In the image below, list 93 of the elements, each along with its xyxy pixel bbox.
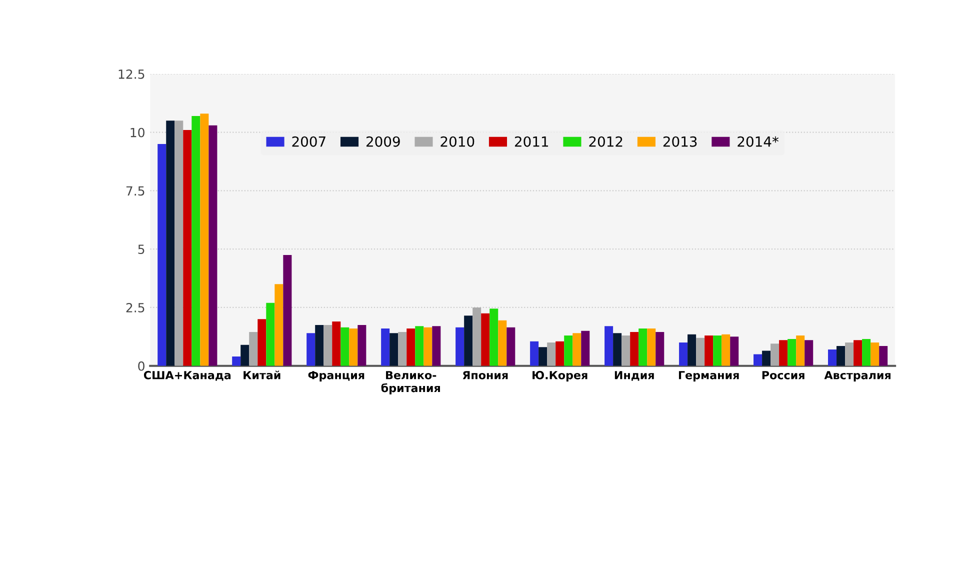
bar — [779, 340, 788, 366]
bar — [240, 344, 250, 366]
legend-label: 2007 — [292, 136, 326, 147]
bar — [722, 334, 730, 366]
x-tick-label: Германия — [678, 371, 739, 382]
bar — [266, 302, 275, 366]
bar — [432, 326, 441, 366]
bar — [622, 336, 630, 366]
bar — [274, 284, 284, 366]
y-tick-label: 2.5 — [126, 302, 144, 312]
bar — [656, 332, 664, 366]
x-tick-label: Ю.Корея — [532, 370, 588, 382]
legend-label: 2009 — [366, 136, 400, 147]
bar — [456, 327, 464, 366]
bar — [174, 120, 184, 366]
bar — [530, 341, 539, 366]
bar — [306, 333, 316, 366]
bar — [538, 347, 548, 366]
bar — [604, 326, 614, 366]
bar — [730, 336, 739, 366]
y-tick-label: 12.5 — [118, 69, 144, 79]
bar — [490, 308, 498, 366]
bar — [424, 327, 432, 366]
bar — [854, 340, 862, 366]
bar — [845, 342, 854, 366]
x-tick-label: Япония — [462, 371, 508, 380]
bar — [788, 339, 796, 366]
legend-label: 2014* — [738, 136, 779, 147]
legend-label: 2013 — [663, 136, 697, 147]
bar — [249, 332, 258, 366]
y-tick-label: 10 — [130, 128, 144, 138]
bar — [283, 254, 292, 366]
x-tick-label: Велико- британия — [381, 371, 440, 394]
bar — [796, 336, 805, 366]
bar — [828, 350, 837, 366]
y-tick-label: 5 — [138, 244, 144, 254]
bar — [696, 338, 705, 366]
bar — [879, 346, 888, 366]
bar — [613, 333, 622, 366]
bar — [770, 344, 780, 366]
bar — [862, 339, 871, 366]
bar — [349, 328, 358, 366]
bar — [547, 342, 556, 366]
bar — [340, 327, 350, 366]
bar — [258, 319, 266, 366]
bar — [390, 333, 398, 366]
x-tick-label: Франция — [308, 371, 364, 382]
bar — [630, 332, 639, 366]
legend-label: 2011 — [514, 136, 548, 147]
bar — [166, 120, 175, 366]
bar — [572, 333, 582, 366]
bar — [581, 330, 590, 366]
bar — [158, 144, 166, 366]
x-tick-label: Китай — [244, 370, 280, 380]
bar — [472, 307, 482, 366]
bar — [498, 320, 507, 366]
bar — [406, 328, 416, 366]
bar — [415, 326, 424, 366]
bar — [506, 327, 516, 366]
bar — [688, 334, 696, 366]
y-tick-label: 7.5 — [126, 186, 144, 196]
bar — [398, 332, 407, 366]
y-tick-label: 0 — [138, 361, 144, 371]
bar — [679, 342, 688, 366]
x-tick-label: Россия — [762, 371, 804, 380]
bar — [870, 342, 880, 366]
legend-label: 2012 — [589, 136, 622, 147]
legend-label: 2010 — [440, 136, 474, 147]
bar — [381, 328, 390, 366]
bar — [324, 325, 332, 366]
bar — [332, 322, 341, 366]
bar — [836, 346, 846, 366]
bar — [713, 336, 722, 366]
bar — [804, 340, 814, 366]
x-tick-label: Австралия — [824, 371, 890, 382]
bar — [208, 125, 218, 366]
bar — [232, 356, 241, 366]
bar — [556, 341, 564, 366]
bar — [464, 316, 473, 366]
bar — [315, 325, 324, 366]
x-tick-label: Индия — [614, 371, 654, 381]
bar — [704, 336, 714, 366]
bar — [762, 350, 771, 366]
x-tick-label: США+Канада — [144, 370, 231, 381]
bar — [564, 336, 573, 366]
bar — [183, 130, 192, 366]
bar — [638, 328, 648, 366]
bar — [647, 328, 656, 366]
bar — [192, 116, 200, 366]
bar — [200, 114, 209, 366]
bar — [358, 325, 366, 366]
bar — [754, 354, 762, 366]
bar — [481, 313, 490, 366]
